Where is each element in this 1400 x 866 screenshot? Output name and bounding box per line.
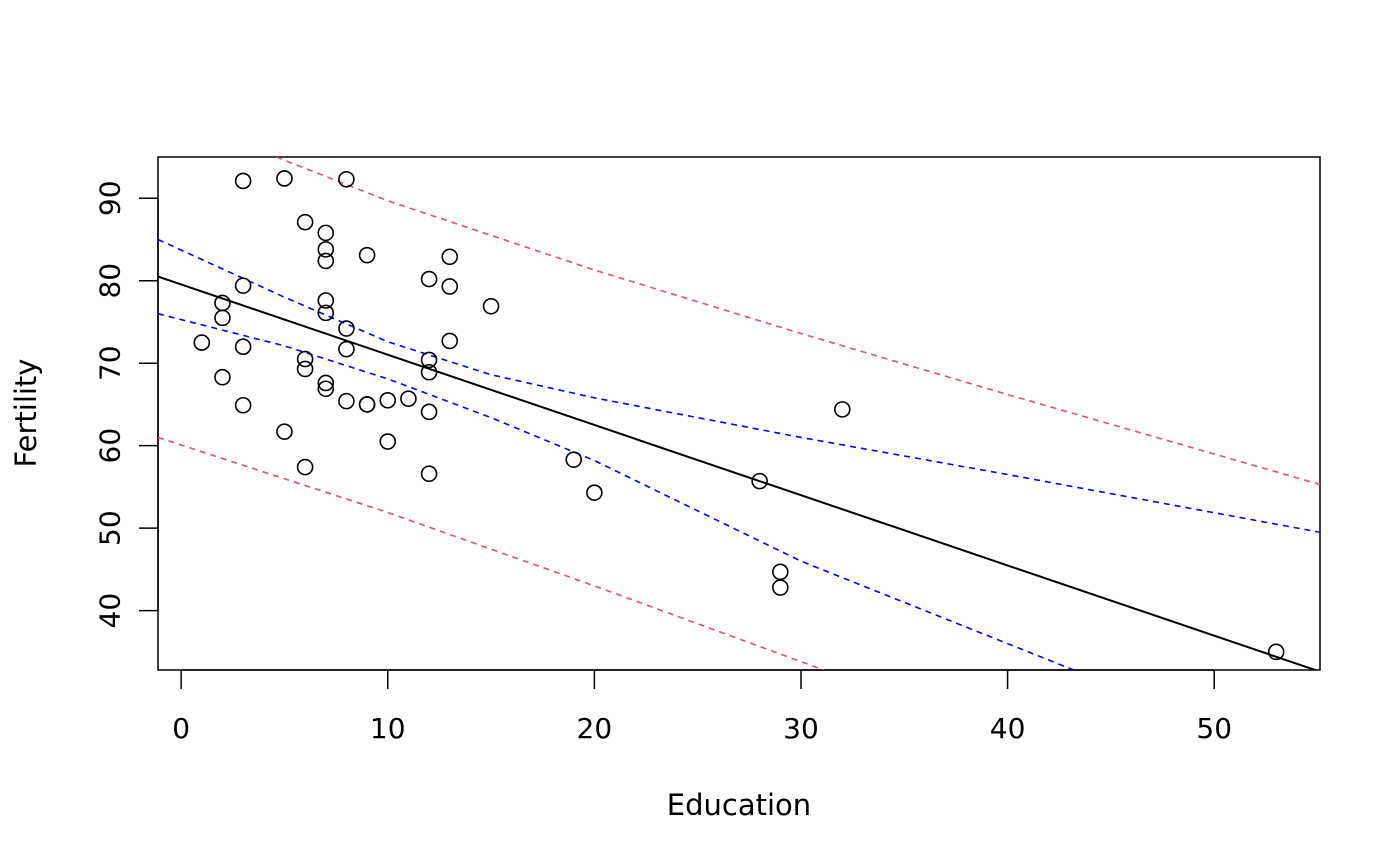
data-point <box>441 278 459 295</box>
data-point <box>317 224 335 242</box>
data-point <box>317 241 335 258</box>
y-tick-label: 80 <box>94 263 127 299</box>
y-axis-title: Fertility <box>9 359 43 468</box>
data-point <box>1267 643 1285 661</box>
data-point <box>234 172 252 190</box>
y-tick-label: 90 <box>94 180 127 216</box>
data-point <box>441 332 459 350</box>
data-point <box>234 396 252 414</box>
data-point <box>317 380 335 398</box>
regression-fit-line <box>158 275 1319 670</box>
y-axis: 40 50 60 70 80 90 <box>94 180 159 628</box>
data-point <box>834 401 851 418</box>
data-point <box>317 292 335 309</box>
data-point <box>234 338 252 355</box>
data-point <box>358 246 376 264</box>
data-point <box>276 423 293 440</box>
data-point <box>565 451 583 468</box>
x-tick-label: 40 <box>990 712 1026 745</box>
data-point <box>193 334 211 351</box>
data-point <box>296 458 314 476</box>
x-tick-label: 30 <box>783 712 819 745</box>
data-point <box>420 465 438 483</box>
x-tick-label: 0 <box>172 712 190 745</box>
data-point <box>751 472 768 490</box>
data-point <box>214 368 231 386</box>
data-point <box>586 484 603 501</box>
data-point <box>296 350 314 368</box>
data-point <box>482 297 500 315</box>
data-point <box>317 304 335 322</box>
data-point <box>234 277 252 294</box>
data-point <box>276 170 293 187</box>
data-point <box>338 320 355 337</box>
prediction-band-upper-line <box>275 157 1320 486</box>
data-point <box>214 309 231 327</box>
x-tick-label: 10 <box>370 712 406 745</box>
data-point <box>317 252 335 270</box>
data-point <box>338 340 355 358</box>
lines-layer <box>158 157 1320 670</box>
data-point <box>400 390 417 407</box>
confidence-band-lower-line <box>158 312 1075 670</box>
y-tick-label: 50 <box>94 510 127 546</box>
plot-frame <box>157 156 1321 671</box>
prediction-band-lower-line <box>158 436 824 670</box>
data-point <box>420 403 438 421</box>
data-point <box>379 392 397 409</box>
data-point <box>338 170 355 188</box>
data-point <box>772 579 789 596</box>
data-point <box>338 392 355 410</box>
y-tick-label: 70 <box>94 345 127 381</box>
x-axis-title: Education <box>667 788 811 822</box>
x-axis: 0 10 20 30 40 50 <box>172 669 1232 745</box>
x-tick-label: 20 <box>577 712 613 745</box>
y-tick-label: 40 <box>94 593 127 629</box>
data-point <box>296 213 314 231</box>
data-point <box>441 248 459 266</box>
data-point <box>296 360 314 378</box>
y-tick-label: 60 <box>94 428 127 464</box>
points-layer <box>193 170 1285 661</box>
confidence-band-upper-line <box>158 238 1320 534</box>
data-point <box>772 563 789 581</box>
x-tick-label: 50 <box>1196 712 1232 745</box>
data-point <box>379 433 397 450</box>
data-point <box>420 270 438 288</box>
data-point <box>420 363 438 381</box>
data-point <box>317 374 335 392</box>
data-point <box>358 396 376 413</box>
data-point <box>420 351 438 369</box>
